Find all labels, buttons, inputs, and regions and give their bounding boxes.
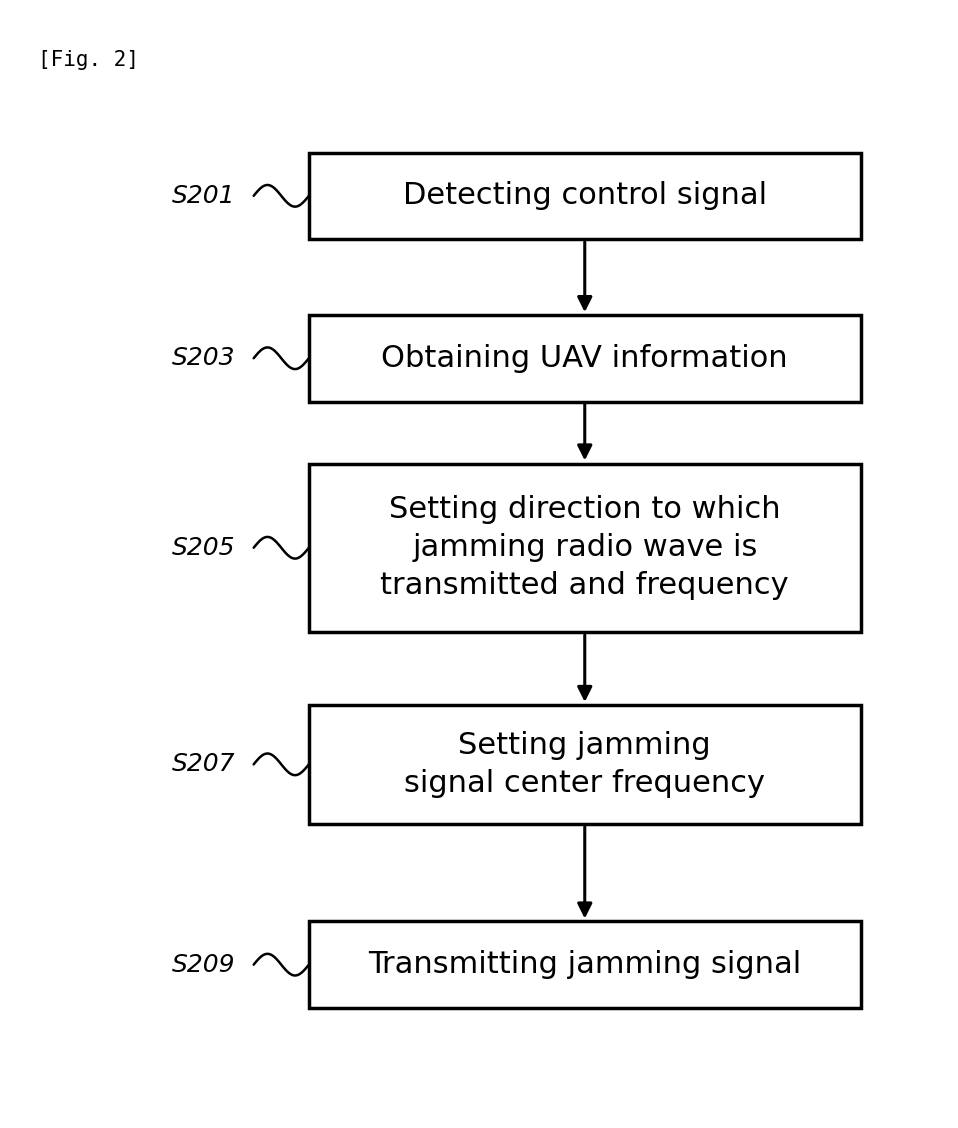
Text: S205: S205 bbox=[171, 536, 236, 559]
Bar bbox=[308, 922, 860, 1008]
Text: Setting jamming
signal center frequency: Setting jamming signal center frequency bbox=[404, 731, 765, 797]
Bar bbox=[308, 152, 860, 239]
Text: Transmitting jamming signal: Transmitting jamming signal bbox=[368, 950, 802, 979]
Bar bbox=[308, 315, 860, 402]
Text: S201: S201 bbox=[171, 184, 236, 208]
Text: Setting direction to which
jamming radio wave is
transmitted and frequency: Setting direction to which jamming radio… bbox=[380, 495, 789, 600]
Text: Detecting control signal: Detecting control signal bbox=[402, 182, 766, 210]
Text: S209: S209 bbox=[171, 953, 236, 977]
Bar bbox=[308, 464, 860, 632]
Text: S203: S203 bbox=[171, 346, 236, 370]
Text: [Fig. 2]: [Fig. 2] bbox=[37, 50, 139, 70]
Text: S207: S207 bbox=[171, 752, 236, 776]
Bar bbox=[308, 705, 860, 823]
Text: Obtaining UAV information: Obtaining UAV information bbox=[381, 344, 788, 372]
